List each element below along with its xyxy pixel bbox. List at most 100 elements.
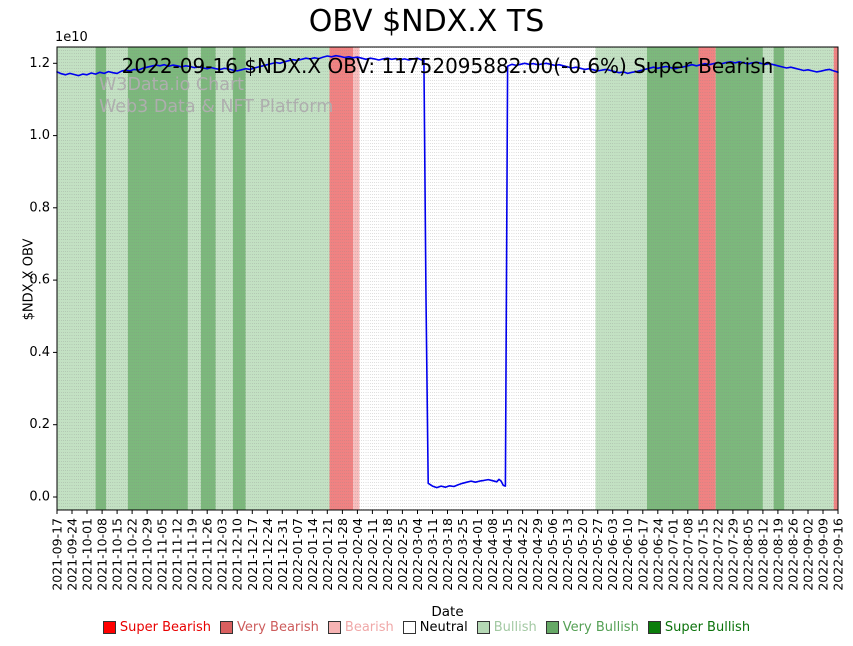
- x-tick-label: 2022-07-15: [695, 518, 710, 591]
- x-tick-label: 2022-08-12: [755, 518, 770, 591]
- x-tick-label: 2022-05-27: [590, 518, 605, 591]
- x-tick-label: 2021-12-17: [245, 518, 260, 591]
- x-tick-label: 2022-03-11: [425, 518, 440, 591]
- legend-item-bullish: Bullish: [476, 620, 537, 635]
- sentiment-legend: Super Bearish Very Bearish Bearish Neutral B…: [0, 620, 853, 635]
- x-tick-label: 2022-02-11: [365, 518, 380, 591]
- watermark-line2: Web3 Data & NFT Platform: [99, 97, 334, 117]
- legend-label: Very Bearish: [237, 620, 319, 635]
- x-tick-label: 2022-06-24: [650, 518, 665, 591]
- x-tick-label: 2022-08-19: [770, 518, 785, 591]
- x-tick-label: 2022-07-01: [665, 518, 680, 591]
- legend-swatch: [102, 621, 116, 634]
- x-tick-label: 2021-09-24: [65, 518, 80, 591]
- sentiment-band-bullish: [784, 47, 834, 510]
- x-tick-label: 2022-04-29: [530, 518, 545, 591]
- sentiment-band-bullish: [245, 47, 330, 510]
- y-tick-label: 1.0: [29, 128, 50, 143]
- legend-item-super-bearish: Super Bearish: [102, 620, 211, 635]
- x-tick-label: 2021-12-31: [275, 518, 290, 591]
- x-tick-label: 2021-11-26: [200, 518, 215, 591]
- y-tick-label: 1.2: [29, 56, 50, 71]
- legend-item-bearish: Bearish: [327, 620, 394, 635]
- sentiment-band-bearish: [353, 47, 360, 510]
- legend-swatch: [220, 621, 233, 634]
- y-tick-label: 0.8: [29, 200, 50, 215]
- x-tick-label: 2021-10-15: [110, 518, 125, 591]
- x-tick-label: 2022-05-20: [575, 518, 590, 591]
- legend-item-very-bullish: Very Bullish: [545, 620, 639, 635]
- x-tick-label: 2022-09-02: [801, 518, 816, 591]
- legend-item-super-bullish: Super Bullish: [647, 620, 751, 635]
- x-tick-label: 2022-04-22: [515, 518, 530, 591]
- sentiment-band-bullish: [762, 47, 774, 510]
- y-axis-label: $NDX.X OBV: [21, 238, 37, 321]
- x-tick-label: 2021-11-12: [170, 518, 185, 591]
- x-axis-label: Date: [431, 604, 464, 620]
- x-tick-label: 2021-10-08: [95, 518, 110, 591]
- legend-swatch: [545, 621, 559, 634]
- legend-item-neutral: Neutral: [402, 620, 468, 635]
- x-tick-label: 2022-04-15: [500, 518, 515, 591]
- legend-swatch: [476, 621, 490, 634]
- x-tick-label: 2022-09-09: [816, 518, 831, 591]
- y-tick-label: 0.6: [29, 273, 50, 288]
- legend-swatch: [647, 621, 661, 634]
- watermark: W3Data.io Chart Web3 Data & NFT Platform: [99, 74, 333, 118]
- x-tick-label: 2021-12-24: [260, 518, 275, 591]
- legend-label: Very Bullish: [562, 620, 639, 635]
- x-tick-label: 2022-05-06: [545, 518, 560, 591]
- x-tick-label: 2022-01-21: [320, 518, 335, 591]
- chart-title: OBV $NDX.X TS: [308, 4, 545, 39]
- sentiment-band-very-bullish: [773, 47, 785, 510]
- x-tick-label: 2022-06-03: [605, 518, 620, 591]
- legend-label: Super Bullish: [664, 620, 751, 635]
- legend-label: Bullish: [493, 620, 537, 635]
- x-tick-label: 2022-07-22: [710, 518, 725, 591]
- x-tick-label: 2022-03-25: [455, 518, 470, 591]
- legend-item-very-bearish: Very Bearish: [220, 620, 319, 635]
- y-tick-label: 0.2: [29, 417, 50, 432]
- legend-label: Super Bearish: [119, 620, 211, 635]
- x-tick-label: 2021-12-10: [230, 518, 245, 591]
- x-tick-label: 2022-07-08: [680, 518, 695, 591]
- legend-label: Neutral: [419, 620, 468, 635]
- y-tick-label: 0.0: [29, 490, 50, 505]
- chart-subtitle: 2022-09-16 $NDX.X OBV: 11752095882.00(-0…: [121, 54, 774, 78]
- x-tick-label: 2022-05-13: [560, 518, 575, 591]
- legend-swatch: [402, 621, 416, 634]
- y-axis-multiplier: 1e10: [55, 30, 88, 45]
- x-tick-label: 2021-09-17: [50, 518, 65, 591]
- y-tick-label: 0.4: [29, 345, 50, 360]
- x-tick-label: 2022-09-16: [831, 518, 846, 591]
- legend-label: Bearish: [344, 620, 394, 635]
- x-tick-label: 2022-06-10: [620, 518, 635, 591]
- x-tick-label: 2022-08-26: [785, 518, 800, 591]
- x-tick-label: 2022-02-04: [350, 518, 365, 591]
- sentiment-band-very-bullish: [95, 47, 107, 510]
- x-tick-label: 2022-02-18: [380, 518, 395, 591]
- x-tick-label: 2022-08-05: [740, 518, 755, 591]
- x-tick-label: 2022-01-14: [305, 518, 320, 591]
- x-tick-label: 2022-01-28: [335, 518, 350, 591]
- x-tick-label: 2021-10-29: [140, 518, 155, 591]
- x-tick-label: 2022-06-17: [635, 518, 650, 591]
- x-tick-label: 2022-07-29: [725, 518, 740, 591]
- legend-swatch: [327, 621, 341, 634]
- x-tick-label: 2022-04-01: [470, 518, 485, 591]
- x-tick-label: 2022-04-08: [485, 518, 500, 591]
- x-tick-label: 2022-03-18: [440, 518, 455, 591]
- x-tick-label: 2022-02-25: [395, 518, 410, 591]
- sentiment-band-very-bearish: [329, 47, 354, 510]
- x-tick-label: 2021-12-03: [215, 518, 230, 591]
- x-tick-label: 2022-01-07: [290, 518, 305, 591]
- x-tick-label: 2021-10-22: [125, 518, 140, 591]
- sentiment-band-very-bullish: [200, 47, 216, 510]
- chart-canvas: 2021-09-17 2021-09-24 2021-10-01 2021-10-08…: [29, 46, 846, 591]
- obv-line: [56, 54, 839, 489]
- x-tick-label: 2021-10-01: [80, 518, 95, 591]
- x-tick-label: 2022-03-04: [410, 518, 425, 591]
- watermark-line1: W3Data.io Chart: [99, 75, 245, 95]
- x-tick-label: 2021-11-19: [185, 518, 200, 591]
